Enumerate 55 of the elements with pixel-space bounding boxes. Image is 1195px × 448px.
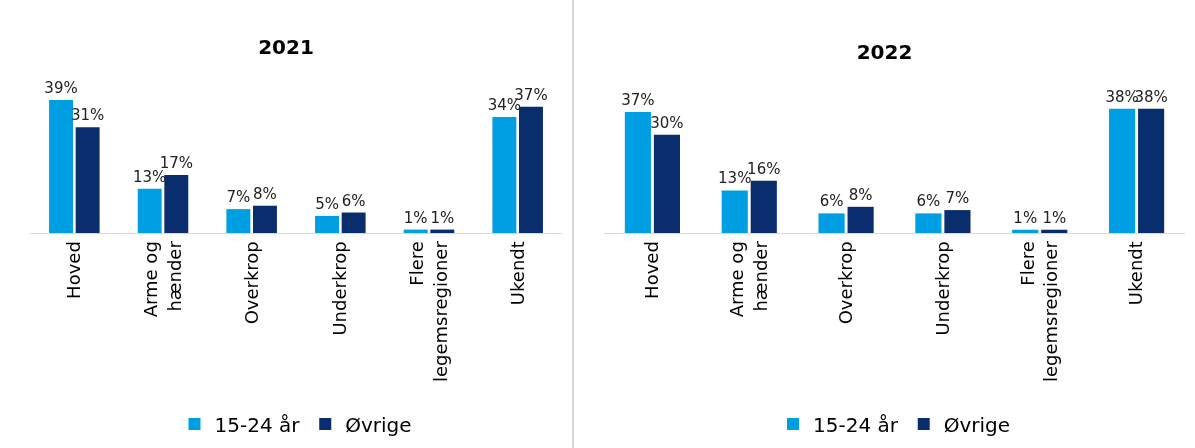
data-label: 39% [44,78,78,97]
bar [1012,229,1039,233]
legend-label: 15-24 år [214,412,301,437]
legend-label: Øvrige [943,412,1011,437]
data-label: 6% [916,192,941,211]
x-tick-label: Overkrop [834,241,856,325]
legend-label: 15-24 år [813,412,899,437]
bar [315,215,339,233]
bar [1108,108,1136,233]
bar [341,212,366,233]
x-tick-label: Hoved [641,241,663,299]
bar [944,210,971,233]
bar [164,175,189,233]
legend-label: Øvrige [345,412,412,437]
data-label: 8% [253,184,277,203]
data-label: 6% [819,192,844,211]
x-tick-label: Overkrop [240,241,262,325]
bar [915,213,942,233]
x-tick-label: Hoved [63,241,85,299]
bar [137,188,162,233]
data-label: 8% [848,185,873,204]
data-label: 1% [1013,208,1038,227]
data-label: 1% [1042,208,1067,227]
bar [624,111,651,233]
x-tick-label: Ukendt [506,241,528,306]
bar [1041,229,1068,233]
data-label: 7% [226,188,251,207]
data-label: 37% [621,90,655,109]
bar [492,117,517,233]
x-tick-label: Ukendt [1125,241,1147,306]
chart-title: 2022 [856,39,913,64]
bar [750,180,777,233]
chart-title: 2021 [258,35,314,60]
bar [49,99,73,233]
x-tick-label: Underkrop [931,241,953,336]
bar [226,209,251,233]
bar [519,106,543,233]
bar [253,205,277,233]
data-label: 6% [341,191,366,210]
bar [847,206,874,233]
bar [1138,108,1165,233]
x-tick-label: Arme og hænder [726,240,771,318]
x-tick-label: Arme og hænder [140,240,185,318]
bar [818,213,845,233]
x-tick-label: Flere legemsregioner [406,240,451,383]
data-label: 5% [315,194,339,213]
data-label: 7% [945,189,970,208]
x-tick-label: Flere legemsregioner [1016,240,1062,383]
data-label: 1% [430,208,455,227]
bar [653,134,681,233]
data-label: 30% [650,113,684,132]
bar [721,190,748,233]
bar [75,127,100,233]
x-tick-label: Underkrop [329,241,351,336]
data-label: 1% [403,208,428,227]
